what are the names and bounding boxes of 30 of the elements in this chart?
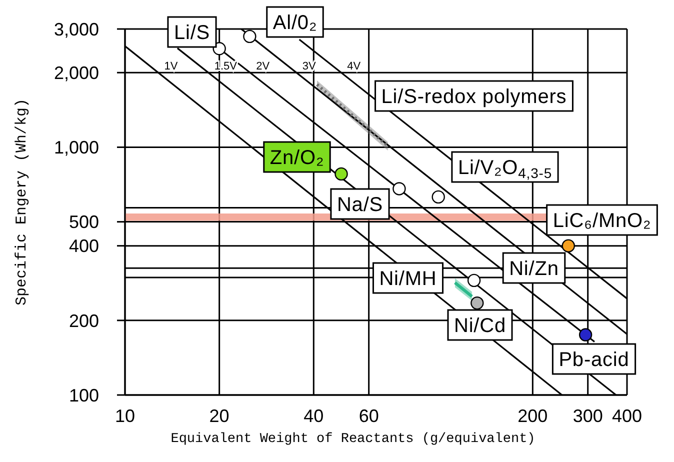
annotation: Al/0₂ bbox=[272, 12, 318, 34]
annotation: Li/S bbox=[174, 22, 210, 44]
x-tick-label: 10 bbox=[114, 406, 136, 426]
y-tick-label: 400 bbox=[68, 236, 99, 256]
annotation: Ni/Cd bbox=[454, 315, 506, 337]
x-axis-title: Equivalent Weight of Reactants (g/equivalent) bbox=[170, 432, 536, 447]
y-tick-label: 500 bbox=[68, 212, 99, 232]
series-label: 2V bbox=[256, 60, 270, 73]
annotation: Na/S bbox=[336, 194, 384, 216]
annotation: Ni/Zn bbox=[509, 258, 559, 280]
series-label: 1V bbox=[164, 60, 178, 73]
x-tick-label: 400 bbox=[612, 406, 642, 426]
x-tick-label: 300 bbox=[572, 406, 603, 426]
x-tick-label: 40 bbox=[304, 406, 324, 426]
y-tick-label: 200 bbox=[68, 310, 99, 331]
annotation: Li/S-redox polymers bbox=[381, 86, 567, 108]
annotation: Pb-acid bbox=[558, 349, 630, 371]
y-tick-label: 100 bbox=[68, 385, 99, 406]
x-tick-label: 20 bbox=[209, 406, 230, 426]
series-label: 4V bbox=[347, 60, 362, 73]
annotation: LiC₆/MnO₂ bbox=[552, 210, 652, 232]
annotation: Ni/MH bbox=[379, 268, 437, 290]
x-tick-label: 60 bbox=[358, 406, 379, 426]
annotation: Zn/O₂ bbox=[270, 147, 324, 169]
y-axis-title: Specific Engery (Wh/kg) bbox=[13, 98, 30, 306]
y-tick-label: 1,000 bbox=[54, 138, 99, 158]
y-tick-label: 2,000 bbox=[54, 63, 99, 84]
y-tick-label: 3,000 bbox=[54, 19, 99, 40]
annotation: Li/V₂O$_{4,3-5}$ bbox=[458, 157, 552, 182]
x-tick-label: 200 bbox=[518, 406, 548, 426]
